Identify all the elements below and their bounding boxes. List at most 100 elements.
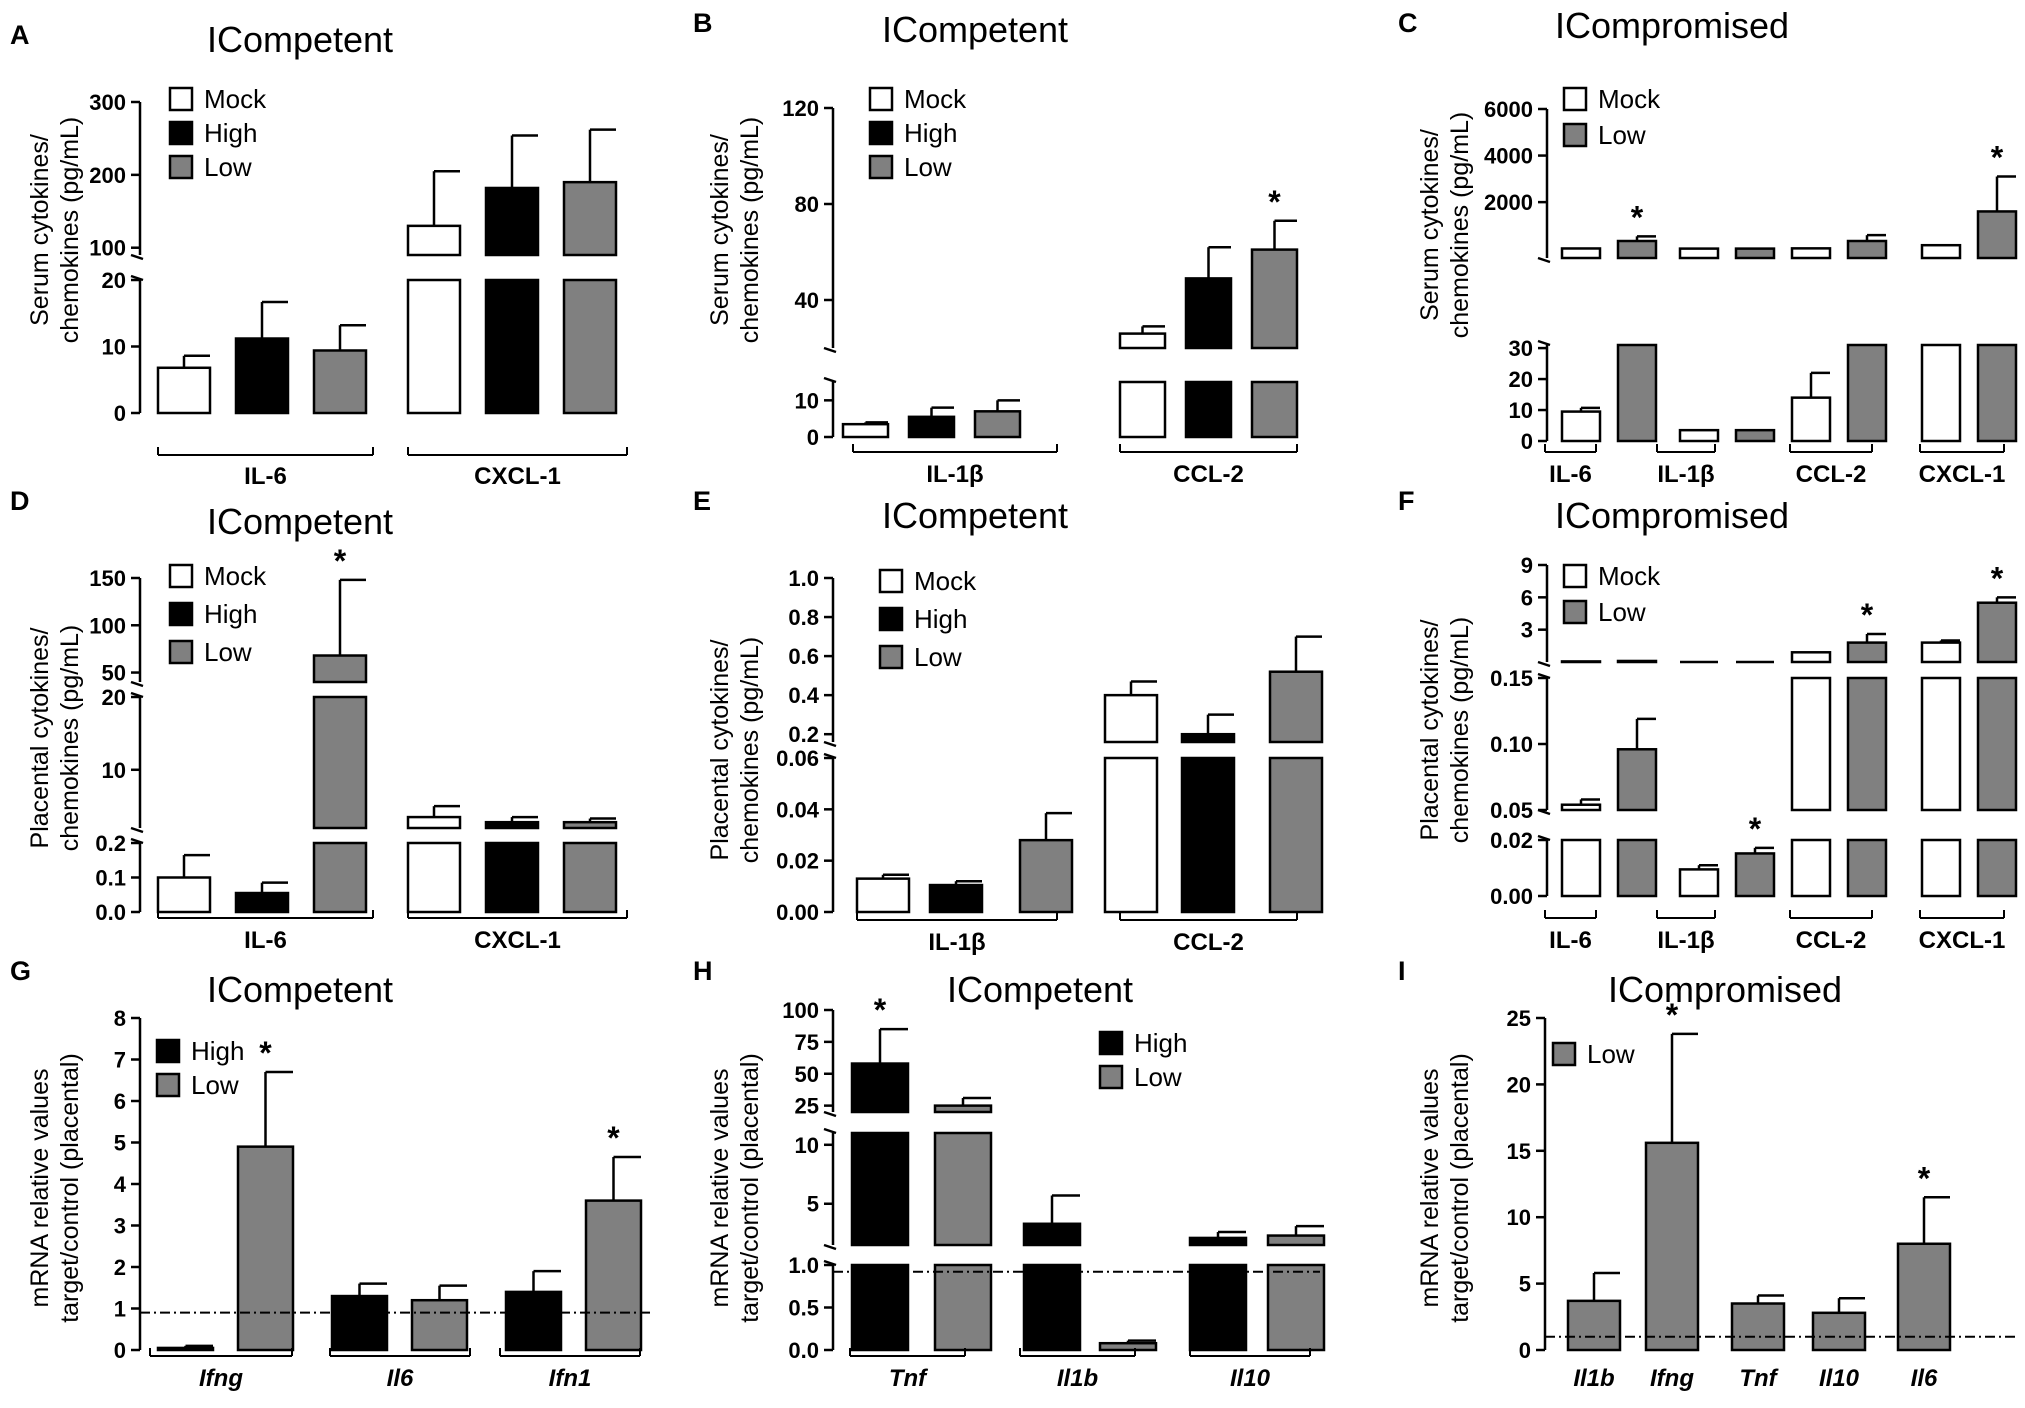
category-label: CXCL-1 <box>474 463 561 490</box>
y-tick-label: 50 <box>795 1062 819 1087</box>
significance-star: * <box>1631 199 1644 235</box>
bar-il10-low <box>1266 1263 1326 1352</box>
legend-label: Mock <box>904 84 967 114</box>
y-tick-label: 200 <box>89 163 126 188</box>
y-tick-label: 15 <box>1507 1139 1531 1164</box>
panel-title: ICompromised <box>1555 5 1789 46</box>
legend-swatch-low <box>168 639 194 665</box>
bar-ccl2-mock <box>1790 838 1832 898</box>
y-axis-label-line: Serum cytokines/ <box>1416 129 1444 321</box>
axis-break-mark <box>130 826 144 834</box>
panel-h: H ICompetent mRNA relative valuestarget/co… <box>693 956 1326 1392</box>
bar-tnf-high <box>850 1062 910 1114</box>
y-tick-label: 6 <box>1521 585 1533 610</box>
category-label: CCL-2 <box>1796 461 1867 488</box>
y-axis-label: Serum cytokines/chemokines (pg/mL) <box>26 117 84 343</box>
y-tick-label: 0.00 <box>776 900 819 925</box>
panel-title: ICompromised <box>1555 495 1789 536</box>
legend-label: Low <box>904 152 952 182</box>
bar-ccl2-mock <box>1790 676 1832 812</box>
legend-label: Mock <box>204 561 267 591</box>
significance-star: * <box>1749 811 1762 847</box>
bar-il6-low <box>410 1298 469 1352</box>
panel-title: ICompetent <box>207 19 393 60</box>
y-tick-label: 0.02 <box>1490 828 1533 853</box>
y-axis-label-line: chemokines (pg/mL) <box>56 117 84 343</box>
significance-star: * <box>1268 184 1281 220</box>
y-tick-label: 0.5 <box>788 1296 819 1321</box>
bar-il10-low <box>1811 1311 1867 1352</box>
panel-c: C ICompromised Serum cytokines/chemokines … <box>1398 5 2018 488</box>
y-axis-label-line: Placental cytokines/ <box>706 639 734 860</box>
y-tick-label: 7 <box>114 1048 126 1073</box>
axis-break-mark <box>823 1259 837 1267</box>
y-tick-label: 20 <box>102 268 126 293</box>
y-tick-label: 10 <box>795 1133 819 1158</box>
legend-label: High <box>204 118 257 148</box>
bar-ifng-low <box>236 1145 295 1352</box>
y-axis-label: Placental cytokines/chemokines (pg/mL) <box>706 637 764 863</box>
axis-break-mark <box>130 837 144 845</box>
axis-break-mark <box>1537 834 1551 842</box>
y-tick-label: 3 <box>1521 618 1533 643</box>
category-label: Ifng <box>199 1365 243 1392</box>
bar-ccl2-low <box>1846 676 1888 812</box>
bar-il1b-high <box>1022 1263 1082 1352</box>
bar-cxcl1-low <box>1976 343 2018 443</box>
category-label: CCL-2 <box>1796 927 1867 954</box>
bar-il6-low <box>312 349 368 415</box>
bar-il1-high <box>907 415 956 439</box>
category-label: CCL-2 <box>1173 929 1244 956</box>
y-tick-label: 0.0 <box>95 900 126 925</box>
significance-star: * <box>1666 997 1679 1033</box>
legend-swatch-low <box>868 154 894 180</box>
bar-ccl2-low <box>1268 756 1324 914</box>
legend-swatch-low <box>155 1072 181 1098</box>
bar-il1-low <box>973 410 1022 439</box>
y-tick-label: 0.6 <box>788 644 819 669</box>
y-tick-label: 0 <box>114 1338 126 1363</box>
legend-label: Mock <box>1598 561 1661 591</box>
y-tick-label: 1.0 <box>788 566 819 591</box>
category-label: IL-1β <box>1657 461 1714 488</box>
bar-ccl2-mock <box>1118 380 1167 439</box>
y-axis-label: Serum cytokines/chemokines (pg/mL) <box>706 117 764 343</box>
axis-break-mark <box>823 752 837 760</box>
bar-il10-high <box>1188 1236 1248 1247</box>
y-tick-label: 0.1 <box>95 866 126 891</box>
axis-break-mark <box>1537 339 1551 347</box>
y-tick-label: 0 <box>807 425 819 450</box>
axis-break-mark <box>130 253 144 261</box>
axis-break-mark <box>823 740 837 748</box>
y-axis-label-line: Serum cytokines/ <box>706 134 734 326</box>
bar-il6-mock <box>1560 803 1602 812</box>
category-label: IL-1β <box>928 929 985 956</box>
legend-swatch-high <box>155 1038 181 1064</box>
y-tick-label: 75 <box>795 1030 819 1055</box>
bar-cxcl1-low <box>1976 601 2018 664</box>
category-label: IL-1β <box>1657 927 1714 954</box>
panel-e: E ICompetent Placental cytokines/chemokine… <box>693 486 1324 956</box>
bar-il1b-low <box>1098 1341 1158 1352</box>
panel-letter: D <box>10 486 30 516</box>
category-label: IL-1β <box>926 461 983 488</box>
bar-cxcl1-mock <box>406 224 462 257</box>
panel-letter: I <box>1398 956 1406 986</box>
bar-tnf-high <box>850 1131 910 1247</box>
category-label: Il1b <box>1573 1365 1614 1392</box>
axis-break-mark <box>130 691 144 699</box>
panel-f: F ICompromised Placental cytokines/chemoki… <box>1398 486 2018 954</box>
bar-il6-low <box>312 841 368 914</box>
legend-label: High <box>191 1036 244 1066</box>
axis-break-mark <box>1537 660 1551 668</box>
y-tick-label: 10 <box>1507 1205 1531 1230</box>
bar-il6-low <box>312 654 368 684</box>
bar-il1b-low <box>1566 1299 1622 1352</box>
category-label: Il6 <box>387 1365 414 1392</box>
category-label: Il6 <box>1911 1365 1938 1392</box>
legend-label: Low <box>204 637 252 667</box>
bar-ccl2-high <box>1184 277 1233 350</box>
legend-label: High <box>914 604 967 634</box>
bar-ifn1-low <box>584 1199 643 1352</box>
bar-ccl2-mock <box>1103 693 1159 744</box>
